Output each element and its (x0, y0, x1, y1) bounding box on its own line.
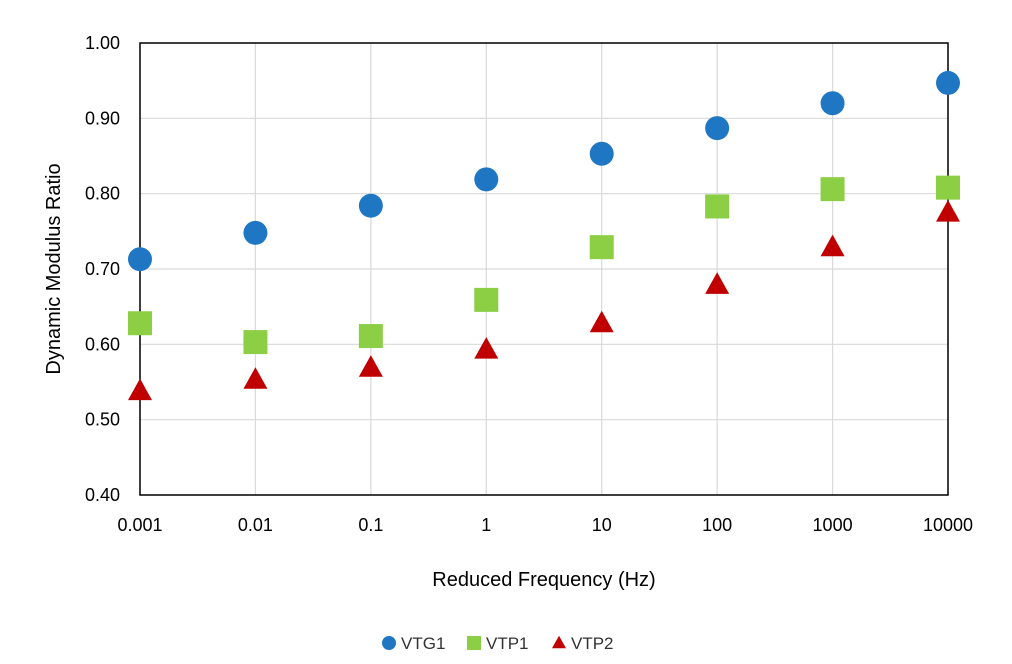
data-point-vtg1 (128, 247, 152, 272)
data-point-vtg1 (820, 91, 845, 116)
y-tick-label: 1.00 (85, 33, 120, 53)
x-axis-tick-labels: 0.001 0.01 0.1 1 10 100 1000 10000 (117, 515, 973, 535)
data-point-vtp2 (936, 199, 960, 222)
legend-label: VTP1 (486, 634, 529, 653)
y-tick-label: 0.60 (85, 334, 120, 354)
x-tick-label: 1000 (813, 515, 853, 535)
data-point-vtg1 (474, 167, 499, 192)
legend-item-vtg1: VTG1 (382, 634, 445, 653)
data-point-vtg1 (936, 70, 960, 95)
y-tick-label: 0.70 (85, 259, 120, 279)
data-point-vtp1 (936, 175, 960, 200)
x-tick-label: 10000 (923, 515, 973, 535)
data-point-vtp1 (128, 311, 152, 336)
data-point-vtg1 (589, 141, 614, 166)
legend-marker-vtp1 (467, 636, 481, 650)
legend-label: VTP2 (571, 634, 614, 653)
data-point-vtp2 (589, 310, 614, 333)
x-tick-label: 0.01 (238, 515, 273, 535)
data-point-vtp2 (820, 234, 845, 257)
data-point-vtp1 (820, 177, 845, 202)
data-point-vtp1 (705, 194, 730, 219)
y-tick-label: 0.50 (85, 410, 120, 430)
data-point-vtp2 (243, 367, 268, 389)
legend-marker-vtp2 (552, 635, 566, 649)
y-axis-tick-labels: 0.40 0.50 0.60 0.70 0.80 0.90 1.00 (85, 33, 120, 505)
data-point-vtp1 (358, 324, 383, 349)
data-point-vtg1 (705, 116, 730, 141)
x-tick-label: 100 (702, 515, 732, 535)
legend-label: VTG1 (401, 634, 445, 653)
y-axis-title: Dynamic Modulus Ratio (43, 163, 65, 374)
data-points (128, 70, 960, 401)
x-tick-label: 10 (592, 515, 612, 535)
legend-item-vtp1: VTP1 (467, 634, 529, 653)
data-point-vtg1 (358, 193, 383, 218)
y-tick-label: 0.40 (85, 485, 120, 505)
series-vtp2 (128, 199, 960, 401)
data-point-vtp2 (358, 355, 383, 377)
data-point-vtp1 (474, 287, 499, 312)
x-tick-label: 0.001 (117, 515, 162, 535)
series-vtg1 (128, 70, 960, 272)
data-point-vtg1 (243, 220, 268, 245)
x-axis-title: Reduced Frequency (Hz) (432, 569, 655, 591)
data-point-vtp1 (589, 235, 614, 260)
data-point-vtp2 (474, 337, 499, 359)
data-point-vtp2 (705, 272, 730, 294)
series-vtp1 (128, 175, 960, 355)
data-point-vtp2 (128, 378, 152, 401)
y-tick-label: 0.90 (85, 108, 120, 128)
x-tick-label: 0.1 (358, 515, 383, 535)
y-tick-label: 0.80 (85, 184, 120, 204)
legend-item-vtp2: VTP2 (552, 634, 614, 653)
legend-marker-vtg1 (382, 636, 396, 650)
legend: VTG1 VTP1 VTP2 (382, 634, 614, 653)
x-tick-label: 1 (481, 515, 491, 535)
data-point-vtp1 (243, 330, 268, 355)
